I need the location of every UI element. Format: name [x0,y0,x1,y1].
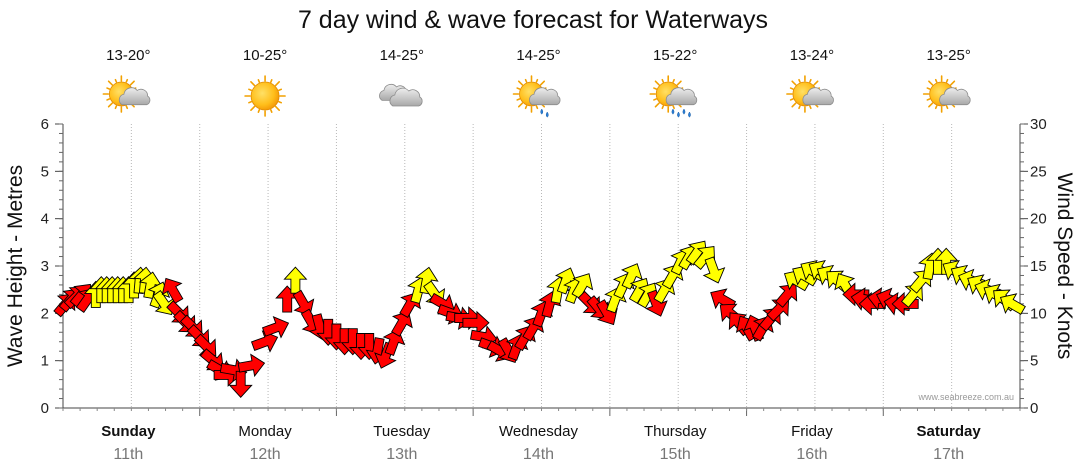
temperature-range: 10-25° [243,47,287,64]
cloud-shape [529,87,561,106]
sun-cloud-icon [786,75,834,113]
wind-arrow [621,263,643,290]
x-axis-day-labels: Sunday 11th Monday 12th Tuesday 13th Wednesday… [101,423,981,463]
y-tick-label-left: 5 [41,163,49,180]
x-label-date: 12th [250,446,281,463]
y-tick-label-right: 5 [1030,353,1038,370]
wind-arrow [250,330,279,353]
x-label-date: 13th [386,446,417,463]
right-axis-wind-speed: 0 5 10 15 20 25 30 [1020,116,1047,417]
x-label-day: Saturday [917,423,982,440]
temperature-range: 13-25° [926,47,970,64]
y-tick-label-right: 30 [1030,116,1047,133]
wind-arrow [999,293,1026,315]
plot-grid [62,124,1021,416]
y-tick-label-left: 4 [41,211,49,228]
x-label-date: 16th [796,446,827,463]
x-label-day: Wednesday [499,423,578,440]
y-tick-label-left: 3 [41,258,49,275]
wind-arrow [193,333,217,357]
day-header-friday: 13-24° [786,47,834,113]
temperature-range: 14-25° [380,47,424,64]
sun-cloud-icon [922,75,971,113]
x-label-day: Friday [791,423,833,440]
temperature-range: 13-20° [106,47,150,64]
y-tick-label-right: 0 [1030,400,1038,417]
cloud-shape [802,87,834,106]
chart-title: 7 day wind & wave forecast for Waterways [298,6,768,34]
x-label-day: Tuesday [373,423,430,440]
y-tick-label-right: 15 [1030,258,1047,275]
x-label-date: 14th [523,446,554,463]
temperature-range: 13-24° [790,47,834,64]
temperature-range: 15-22° [653,47,697,64]
wind-arrow [161,277,184,304]
day-header-thursday: 15-22° [649,47,698,118]
watermark: www.seabreeze.com.au [917,392,1014,402]
x-label-date: 17th [933,446,964,463]
wind-arrow [292,289,315,316]
x-label-date: 11th [113,446,143,463]
wind-arrow [391,310,413,337]
x-label-day: Thursday [644,423,707,440]
x-label-day: Monday [238,423,292,440]
x-label-day: Sunday [101,423,156,440]
wind-arrow [645,289,668,317]
y-axis-label-right: Wind Speed - Knots [1053,173,1076,360]
cloud-shape [665,87,698,106]
y-tick-label-left: 2 [41,305,49,322]
day-header-sunday: 13-20° [102,47,151,113]
cloud-shape [389,87,423,107]
y-axis-label-left: Wave Height - Metres [4,165,27,367]
wind-arrow [261,316,290,339]
cloud-shape [939,87,971,106]
y-tick-label-left: 1 [41,353,49,370]
sun-cloud-showers-icon [512,75,561,118]
day-headers: 13-20° 10-25° 14-25° 14-25° 15-22° 13-24° 13-2… [102,47,971,118]
wind-arrow [414,266,439,295]
day-header-monday: 10-25° [243,47,287,117]
left-axis-wave-height: 0 1 2 3 4 5 6 [41,116,63,417]
y-tick-label-left: 6 [41,116,49,133]
sun-rays [102,75,141,113]
temperature-range: 14-25° [516,47,560,64]
sun-cloud-icon [102,75,151,113]
x-label-date: 15th [660,446,691,463]
day-header-tuesday: 14-25° [379,47,424,107]
y-tick-label-right: 10 [1030,305,1047,322]
cloud-icon [379,83,423,107]
sun-icon [244,75,286,117]
sun-cloud-rain-icon [649,75,698,118]
day-header-saturday: 13-25° [922,47,971,113]
sun-disc [250,81,280,111]
y-tick-label-right: 25 [1030,163,1047,180]
day-header-wednesday: 14-25° [512,47,561,118]
rain-drops [671,108,691,118]
wind-arrow [775,283,798,308]
wind-arrow-series [53,240,1026,398]
y-tick-label-left: 0 [41,400,49,417]
wind-arrow [237,353,266,378]
sun-rays [244,75,286,117]
rain-drops [540,108,549,118]
wind-arrow [702,256,726,284]
y-tick-label-right: 20 [1030,211,1047,228]
cloud-shape [118,87,151,106]
wind-arrow [571,273,594,300]
